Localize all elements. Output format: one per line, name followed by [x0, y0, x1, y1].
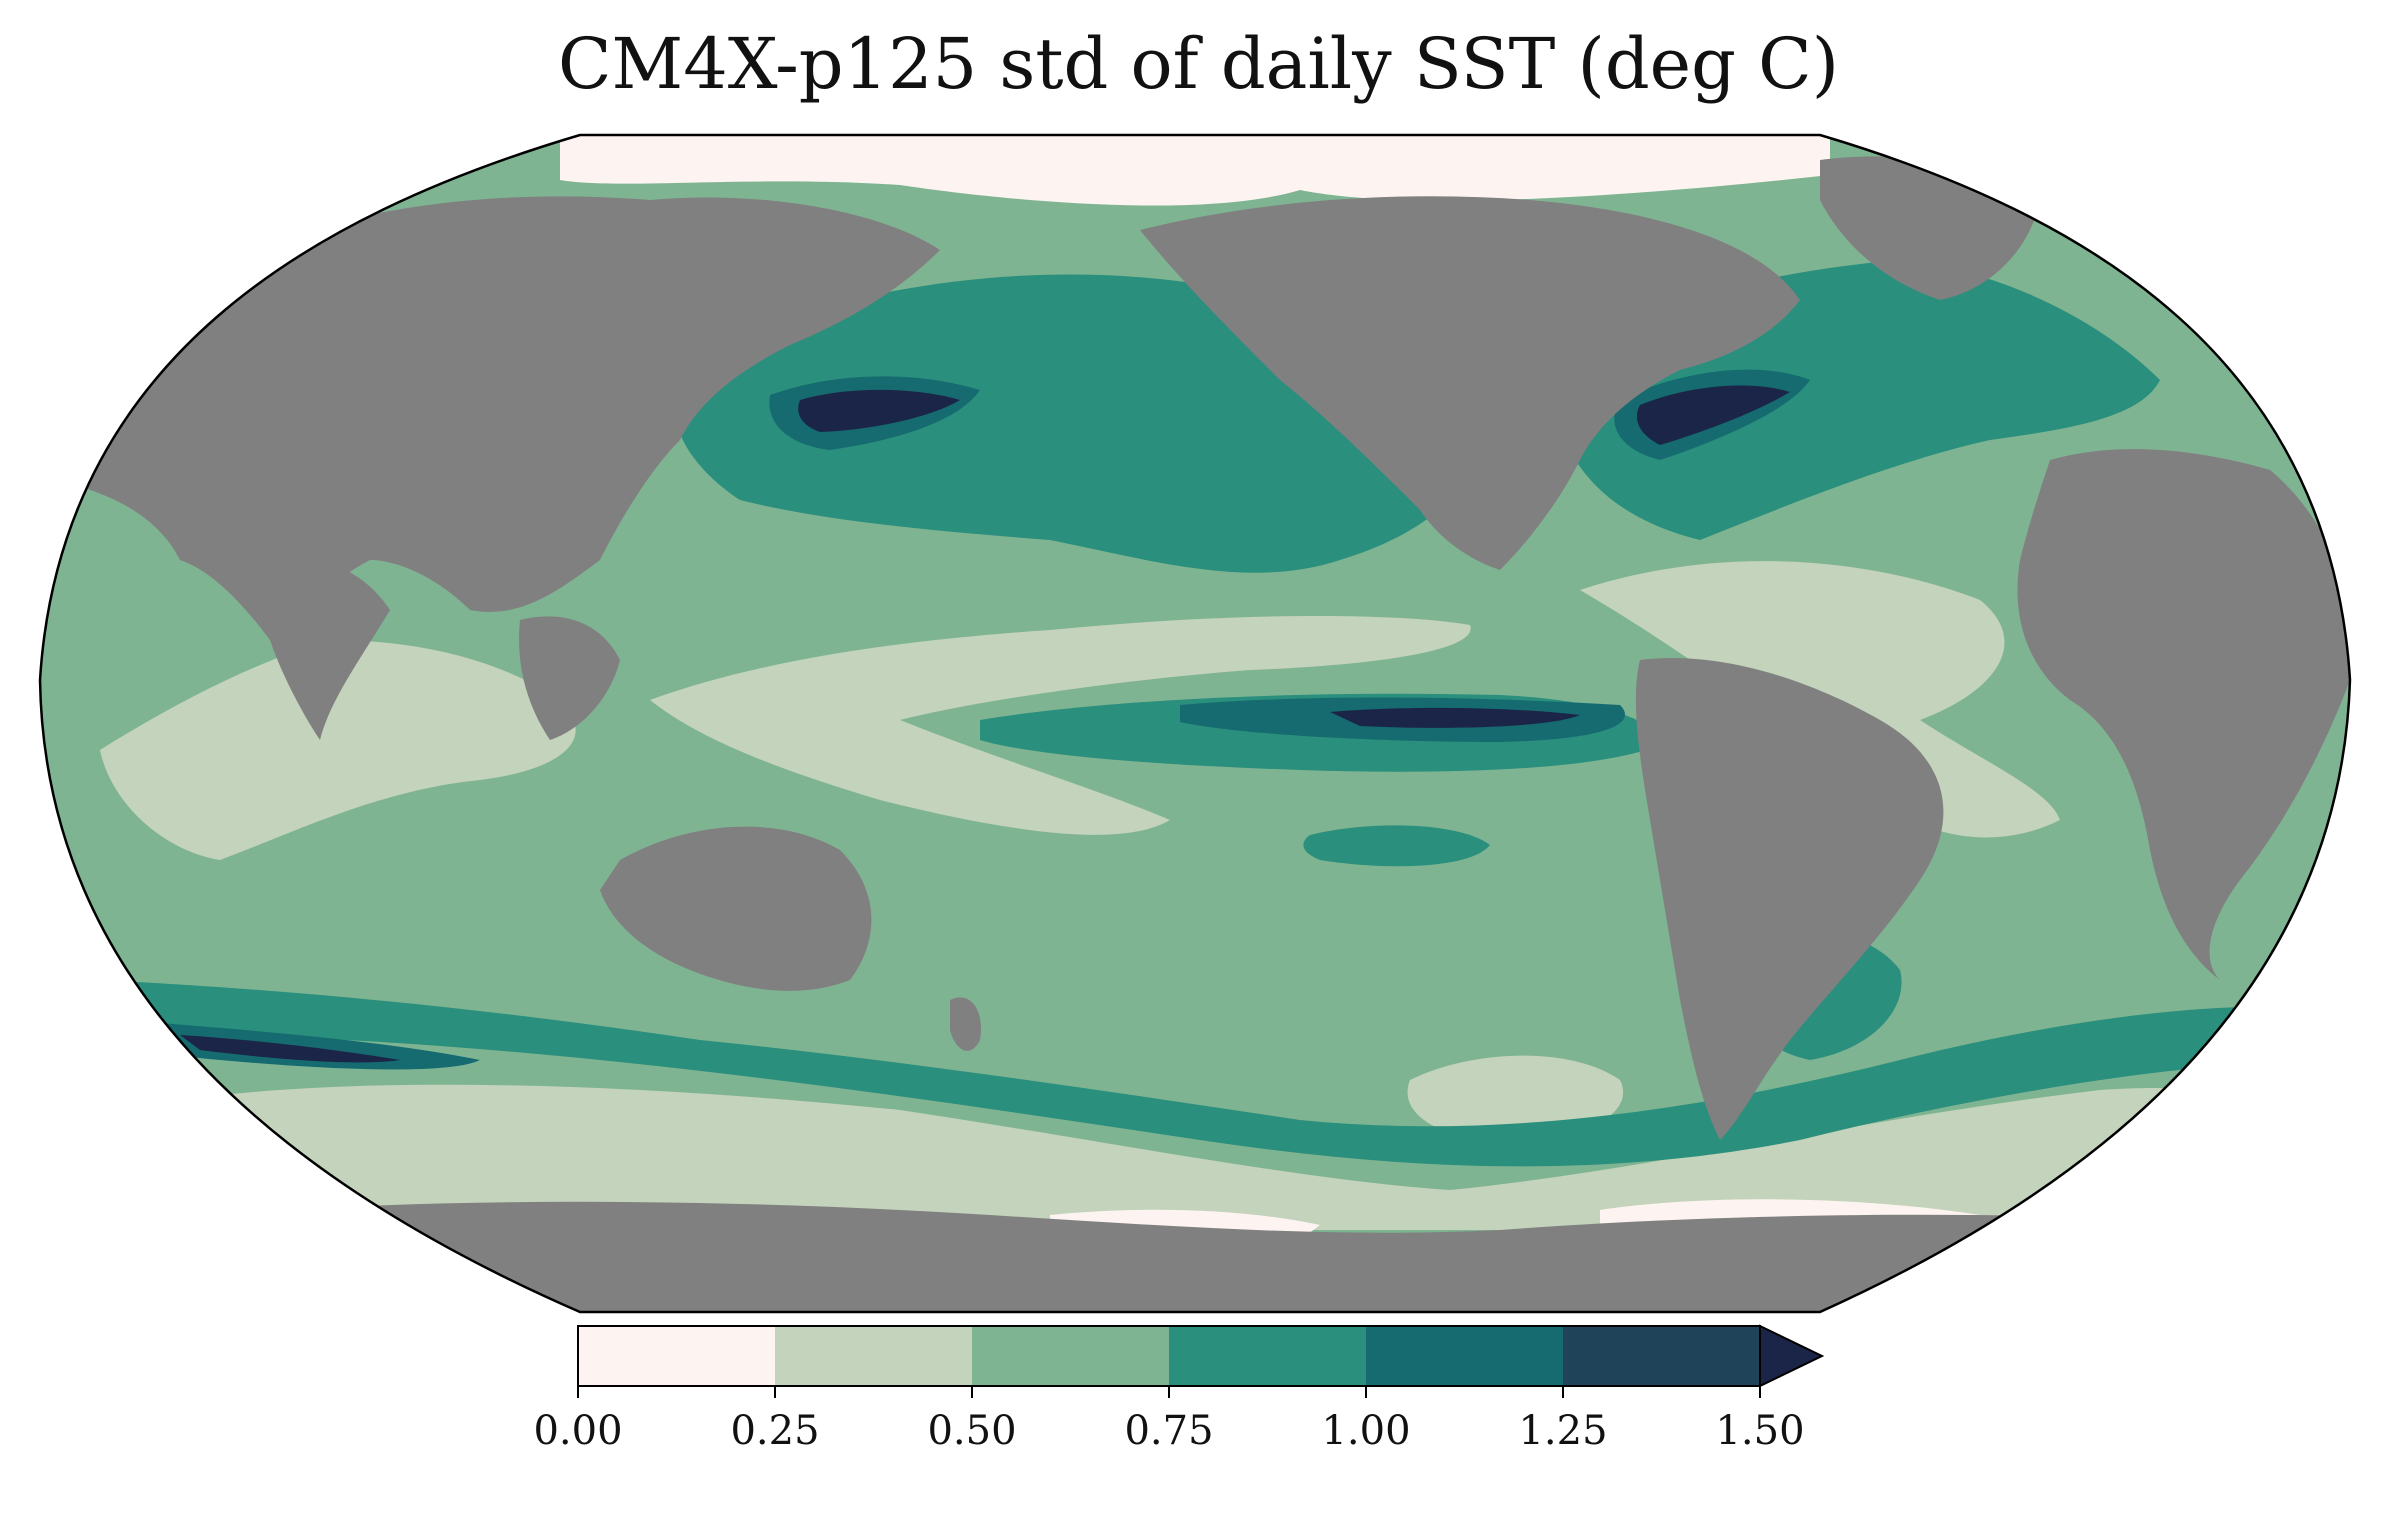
- extreme-acc-core: [180, 1035, 400, 1063]
- colorbar: 0.00 0.25 0.50 0.75 1.00 1.25 1.50: [533, 1324, 1825, 1454]
- colorbar-segment: [775, 1326, 973, 1386]
- colorbar-segment: [1169, 1326, 1367, 1386]
- extreme-cold-tongue-core: [1330, 707, 1580, 728]
- colorbar-tick-label: 0.00: [533, 1408, 622, 1454]
- land-eurasia: [60, 196, 940, 641]
- land-north-america: [1140, 196, 1800, 570]
- land: [60, 156, 2350, 1312]
- colorbar-tick-label: 0.75: [1124, 1408, 1213, 1454]
- land-africa: [2017, 449, 2350, 980]
- colorbar-tick-label: 0.25: [730, 1408, 819, 1454]
- extreme-kuroshio-core: [798, 389, 960, 432]
- land-south-america: [1635, 658, 1944, 1140]
- low-variance-indian: [100, 640, 576, 860]
- arctic-ice-region: [560, 135, 1830, 206]
- colorbar-extend-arrow: [1759, 1324, 1825, 1388]
- map-title: CM4X-p125 std of daily SST (deg C): [557, 23, 1840, 105]
- colorbar-tick-label: 1.25: [1518, 1408, 1607, 1454]
- extreme-gulf-stream-core: [1636, 385, 1790, 445]
- map-body: [40, 135, 2350, 1312]
- low-variance-pacific-equatorial: [650, 615, 1471, 835]
- land-southeast-asia: [519, 616, 620, 740]
- low-variance-southern-band: [60, 1084, 2340, 1230]
- very-high-acc-band: [120, 1020, 480, 1070]
- colorbar-segment: [578, 1326, 776, 1386]
- colorbar-segment: [1563, 1326, 1761, 1386]
- colorbar-tick-label: 0.50: [927, 1408, 1016, 1454]
- high-variance-southern-ocean: [100, 980, 2340, 1167]
- map-frame: [38, 133, 2352, 1314]
- colorbar-segment: [1366, 1326, 1564, 1386]
- land-arabia-india: [270, 560, 390, 740]
- land-new-zealand: [950, 997, 981, 1051]
- land-antarctica: [60, 1201, 2340, 1312]
- colorbar-tick-label: 1.00: [1321, 1408, 1410, 1454]
- land-australia: [600, 826, 872, 991]
- colorbar-tick-label: 1.50: [1715, 1408, 1804, 1454]
- high-variance-south-pacific-eddy: [1303, 825, 1490, 867]
- colorbar-segment: [972, 1326, 1170, 1386]
